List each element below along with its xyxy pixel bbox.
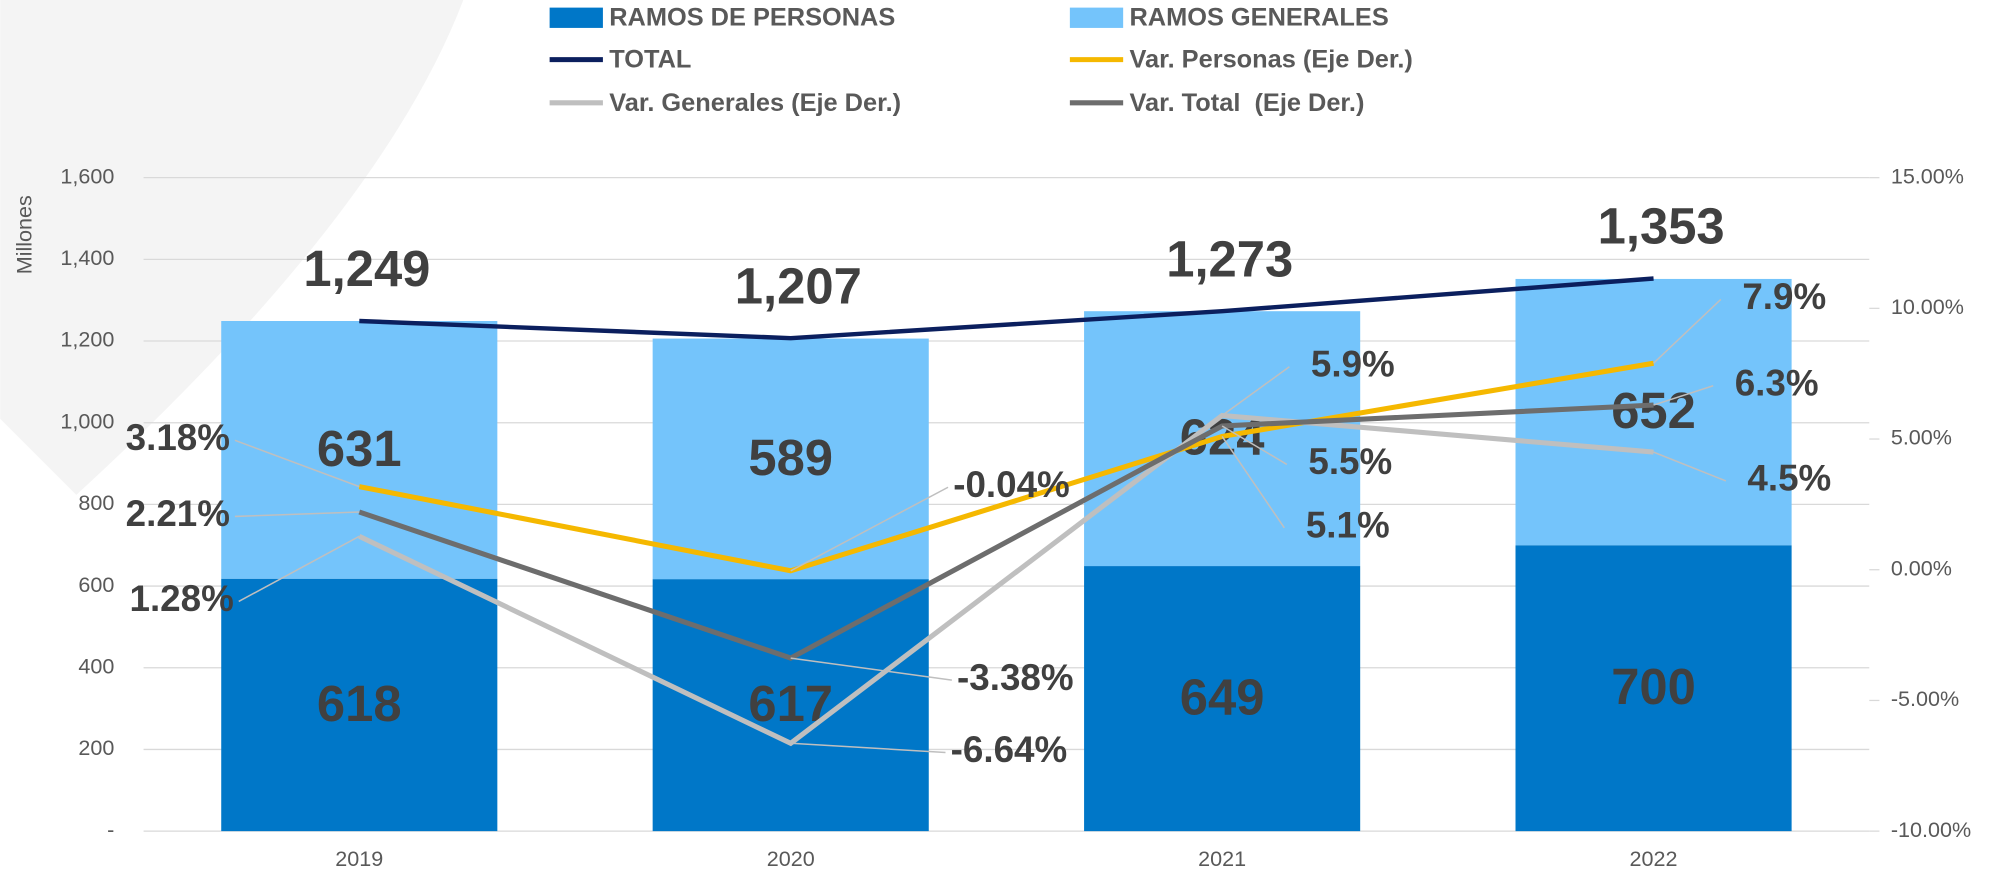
x-tick-label: 2019 — [335, 846, 383, 871]
bar — [221, 321, 498, 579]
bar-label: 589 — [748, 429, 833, 486]
legend-label: RAMOS DE PERSONAS — [609, 4, 895, 32]
y2-tick-label: -5.00% — [1891, 686, 1959, 711]
legend-label: TOTAL — [609, 46, 691, 74]
y-tick-label: 1,400 — [60, 245, 114, 270]
value-label: 5.9% — [1311, 343, 1395, 384]
y-tick-label: 1,600 — [60, 163, 114, 188]
value-label: 7.9% — [1742, 276, 1826, 317]
leader-line — [234, 439, 360, 488]
value-label: 4.5% — [1747, 458, 1831, 499]
line-series — [359, 276, 1654, 341]
value-label: -6.64% — [951, 729, 1068, 770]
y2-tick-label: -10.00% — [1891, 817, 1971, 842]
y2-tick-label: 5.00% — [1891, 425, 1952, 450]
leader-line — [1653, 298, 1722, 364]
legend-label: Var. Total (Eje Der.) — [1130, 89, 1365, 117]
x-tick-label: 2021 — [1198, 846, 1246, 871]
y-tick-label: 1,000 — [60, 408, 114, 433]
line-series — [358, 402, 1654, 661]
value-label: 3.18% — [126, 417, 230, 458]
x-tick-label: 2020 — [767, 846, 815, 871]
bar-label: 652 — [1611, 382, 1696, 439]
bar — [652, 338, 929, 580]
y2-tick-label: 10.00% — [1891, 294, 1964, 319]
value-label: 5.5% — [1308, 441, 1392, 482]
x-tick-label: 2022 — [1630, 846, 1678, 871]
value-label: 1,249 — [303, 240, 430, 297]
value-label: -3.38% — [957, 657, 1074, 698]
y2-tick-label: 15.00% — [1891, 163, 1964, 188]
leader-line — [234, 511, 360, 518]
y-axis-label: Millones — [11, 195, 36, 274]
value-label: 6.3% — [1735, 362, 1819, 403]
legend-label: Var. Personas (Eje Der.) — [1130, 46, 1413, 74]
value-label: -0.04% — [953, 464, 1070, 505]
value-label: 1.28% — [129, 578, 233, 619]
leader-line — [790, 657, 952, 681]
y-tick-label: 600 — [78, 572, 114, 597]
value-label: 1,353 — [1598, 198, 1725, 255]
y2-tick-label: 0.00% — [1891, 555, 1952, 580]
background-shape — [0, 0, 464, 495]
bar — [221, 578, 498, 832]
legend-label: RAMOS GENERALES — [1130, 4, 1389, 32]
leader-line — [1653, 451, 1727, 482]
bar-label: 649 — [1180, 669, 1265, 726]
leader-line — [1653, 385, 1714, 406]
leader-line — [1221, 425, 1288, 466]
y-tick-label: 800 — [78, 490, 114, 515]
value-label: 1,273 — [1166, 230, 1293, 287]
value-label: 2.21% — [126, 493, 230, 534]
bar — [1515, 278, 1792, 546]
bar — [652, 579, 929, 832]
bar-label: 618 — [317, 675, 402, 732]
legend-swatch — [549, 7, 603, 28]
y-tick-label: 1,200 — [60, 327, 114, 352]
leader-line — [1221, 366, 1290, 417]
value-label: 1,207 — [735, 257, 862, 314]
leader-line — [238, 535, 360, 603]
bar-label: 631 — [317, 420, 402, 477]
y-tick-label: - — [107, 817, 114, 842]
y-tick-label: 400 — [78, 653, 114, 678]
line-series — [358, 360, 1654, 574]
line-series — [358, 412, 1654, 747]
y-tick-label: 200 — [78, 735, 114, 760]
leader-line — [1221, 435, 1285, 529]
leader-line — [790, 486, 949, 572]
leader-line — [790, 742, 946, 754]
bar — [1084, 566, 1361, 832]
legend-swatch — [1069, 7, 1124, 28]
value-label: 5.1% — [1306, 505, 1390, 546]
bar — [1515, 545, 1792, 832]
bar-label: 700 — [1611, 658, 1696, 715]
legend-label: Var. Generales (Eje Der.) — [609, 89, 901, 117]
